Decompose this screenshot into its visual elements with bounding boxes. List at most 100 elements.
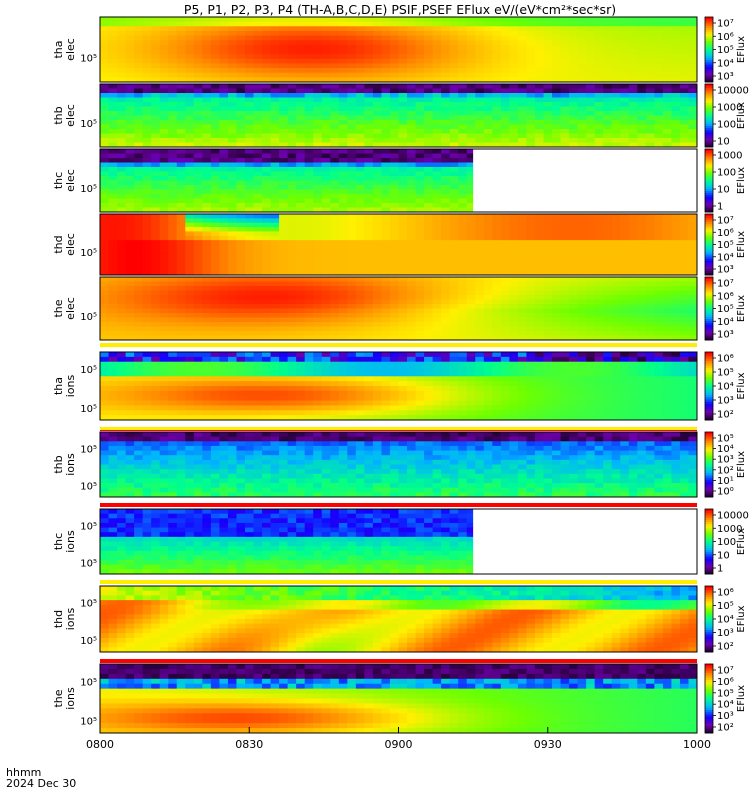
spectrogram-cell <box>688 93 697 98</box>
spectrogram-cell <box>347 304 357 309</box>
spectrogram-cell <box>108 142 118 148</box>
spectrogram-cell <box>330 335 340 341</box>
spectrogram-cell <box>662 235 672 241</box>
spectrogram-cell <box>517 299 527 305</box>
spectrogram-cell <box>577 49 587 55</box>
spectrogram-cell <box>637 54 647 60</box>
spectrogram-cell <box>253 270 263 276</box>
spectrogram-cell <box>219 185 229 190</box>
spectrogram-cell <box>372 44 382 50</box>
spectrogram-cell <box>688 21 697 27</box>
spectrogram-cell <box>304 102 314 107</box>
spectrogram-cell <box>688 290 697 296</box>
colorbar-tick-label: 10⁷ <box>717 19 734 30</box>
spectrogram-cell <box>594 102 604 107</box>
spectrogram-cell <box>492 352 502 358</box>
spectrogram-cell <box>407 185 417 190</box>
spectrogram-cell <box>415 290 425 296</box>
spectrogram-cell <box>296 77 306 83</box>
spectrogram-cell <box>347 227 357 232</box>
spectrogram-cell <box>441 77 451 83</box>
colorbar-segment <box>705 308 713 312</box>
spectrogram-cell <box>279 185 289 190</box>
spectrogram-cell <box>432 180 442 186</box>
spectrogram-cell <box>304 106 314 112</box>
spectrogram-cell <box>415 120 425 125</box>
spectrogram-cell <box>313 185 323 190</box>
spectrogram-cell <box>364 180 374 186</box>
spectrogram-cell <box>193 142 203 148</box>
spectrogram-cell <box>279 44 289 50</box>
spectrogram-cell <box>500 72 510 78</box>
spectrogram-cell <box>100 58 110 64</box>
spectrogram-cell <box>253 72 263 78</box>
colorbar-segment <box>705 96 713 100</box>
spectrogram-cell <box>202 68 212 74</box>
spectrogram-cell <box>534 286 544 291</box>
spectrogram-cell <box>415 21 425 27</box>
spectrogram-cell <box>500 244 510 250</box>
spectrogram-cell <box>262 218 272 224</box>
spectrogram-cell <box>483 281 493 287</box>
spectrogram-cell <box>534 26 544 32</box>
spectrogram-cell <box>628 248 638 254</box>
spectrogram-cell <box>125 222 135 228</box>
spectrogram-cell <box>424 88 434 94</box>
spectrogram-cell <box>244 180 255 186</box>
spectrogram-cell <box>244 162 255 168</box>
spectrogram-cell <box>236 235 246 241</box>
spectrogram-cell <box>134 231 144 237</box>
spectrogram-cell <box>296 167 306 172</box>
spectrogram-cell <box>671 120 681 125</box>
spectrogram-cell <box>244 40 255 46</box>
spectrogram-cell <box>159 322 169 327</box>
spectrogram-cell <box>415 93 425 98</box>
spectrogram-cell <box>134 189 144 195</box>
spectrogram-cell <box>176 138 186 143</box>
spectrogram-cell <box>125 235 135 241</box>
spectrogram-cell <box>543 244 553 250</box>
spectrogram-cell <box>458 231 468 237</box>
spectrogram-cell <box>151 142 161 148</box>
spectrogram-cell <box>424 26 434 32</box>
spectrogram-cell <box>389 167 399 172</box>
spectrogram-cell <box>594 295 604 300</box>
spectrogram-cell <box>662 142 672 148</box>
spectrogram-cell <box>202 124 212 130</box>
spectrogram-cell <box>193 227 203 232</box>
spectrogram-cell <box>287 153 297 159</box>
spectrogram-cell <box>586 68 596 74</box>
spectrogram-cell <box>628 129 638 134</box>
spectrogram-cell <box>227 322 237 327</box>
spectrogram-cell <box>389 176 399 181</box>
spectrogram-cell <box>398 68 408 74</box>
spectrogram-cell <box>577 84 587 89</box>
spectrogram-cell <box>628 313 638 318</box>
spectrogram-cell <box>244 322 255 327</box>
spectrogram-cell <box>304 167 314 172</box>
spectrogram-cell <box>270 317 280 323</box>
spectrogram-cell <box>637 352 647 358</box>
spectrogram-cell <box>142 97 152 103</box>
spectrogram-cell <box>398 227 408 232</box>
spectrogram-cell <box>313 326 323 332</box>
spectrogram-cell <box>125 138 135 143</box>
spectrogram-cell <box>586 295 596 300</box>
spectrogram-cell <box>193 106 203 112</box>
spectrogram-cell <box>142 124 152 130</box>
spectrogram-cell <box>185 240 195 245</box>
spectrogram-cell <box>168 77 178 83</box>
colorbar-segment <box>705 62 713 66</box>
spectrogram-cell <box>364 331 374 336</box>
spectrogram-cell <box>125 290 135 296</box>
spectrogram-cell <box>262 253 272 259</box>
colorbar-segment <box>705 268 713 272</box>
spectrogram-cell <box>270 295 280 300</box>
spectrogram-cell <box>500 295 510 300</box>
spectrogram-cell <box>176 176 186 181</box>
spectrogram-cell <box>389 58 399 64</box>
spectrogram-cell <box>338 290 348 296</box>
spectrogram-cell <box>407 115 417 121</box>
spectrogram-cell <box>611 84 621 89</box>
spectrogram-cell <box>262 277 272 282</box>
